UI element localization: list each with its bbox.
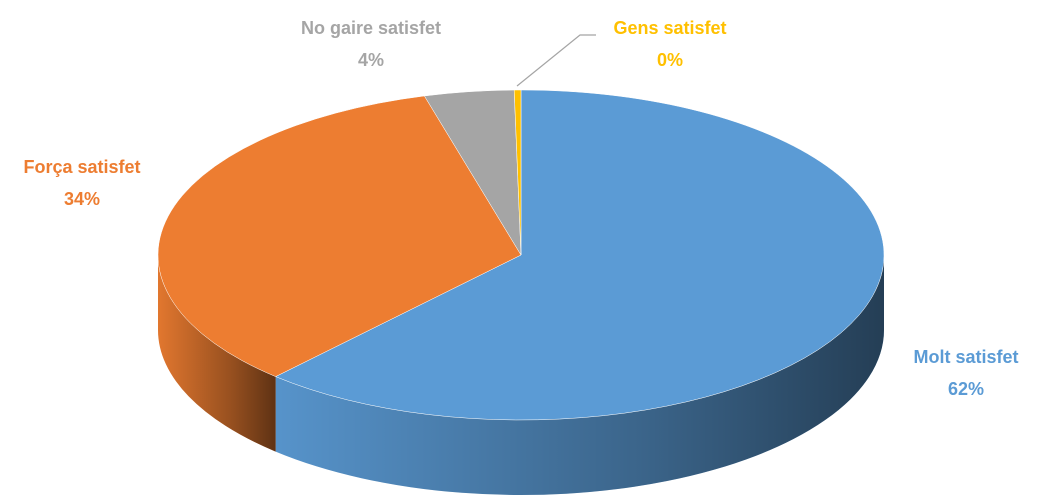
slice-side-shade (158, 255, 276, 452)
data-label-name: Força satisfet (23, 157, 140, 177)
slice (513, 89, 522, 256)
slice-side-shade (275, 255, 884, 495)
data-label-name: Gens satisfet (613, 18, 726, 38)
data-label-name: Molt satisfet (913, 347, 1018, 367)
leader-line (516, 34, 596, 87)
data-label-value: 4% (358, 50, 384, 70)
data-label-value: 34% (64, 189, 100, 209)
data-label-value: 0% (657, 50, 683, 70)
data-label-name: No gaire satisfet (301, 18, 441, 38)
data-label-value: 62% (948, 379, 984, 399)
slice (157, 95, 522, 377)
slice (275, 89, 885, 421)
